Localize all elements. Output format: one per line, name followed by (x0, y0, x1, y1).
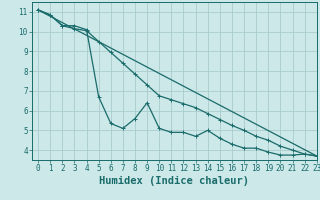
X-axis label: Humidex (Indice chaleur): Humidex (Indice chaleur) (100, 176, 249, 186)
